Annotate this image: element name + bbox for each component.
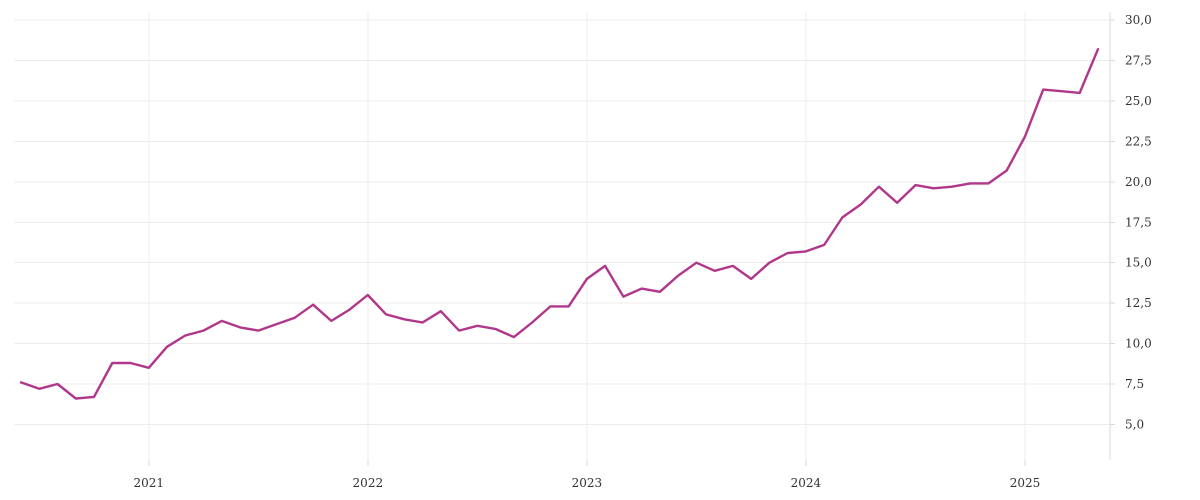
x-gridlines <box>148 12 1026 466</box>
x-axis-tick-labels: 2021 2022 2023 2024 2025 <box>134 476 1041 490</box>
x-tick-label: 2021 <box>134 476 165 490</box>
y-tick-label: 20,0 <box>1125 175 1152 189</box>
y-tick-label: 27,5 <box>1125 54 1152 68</box>
y-tick-label: 30,0 <box>1125 13 1152 27</box>
y-tick-label: 5,0 <box>1125 417 1144 431</box>
y-gridlines <box>14 19 1115 425</box>
y-tick-label: 12,5 <box>1125 296 1152 310</box>
y-tick-label: 17,5 <box>1125 215 1152 229</box>
x-tick-label: 2025 <box>1010 476 1041 490</box>
y-axis-tick-labels: 5,0 7,5 10,0 12,5 15,0 17,5 20,0 22,5 25,0 27,5 30… <box>1125 13 1152 431</box>
y-tick-label: 25,0 <box>1125 94 1152 108</box>
series-line-0 <box>19 48 1100 400</box>
y-tick-label: 15,0 <box>1125 256 1152 270</box>
series-group <box>19 48 1100 400</box>
x-tick-label: 2023 <box>572 476 603 490</box>
y-tick-label: 10,0 <box>1125 337 1152 351</box>
x-tick-label: 2024 <box>791 476 822 490</box>
y-tick-label: 22,5 <box>1125 134 1152 148</box>
y-tick-label: 7,5 <box>1125 377 1144 391</box>
x-tick-label: 2022 <box>353 476 384 490</box>
